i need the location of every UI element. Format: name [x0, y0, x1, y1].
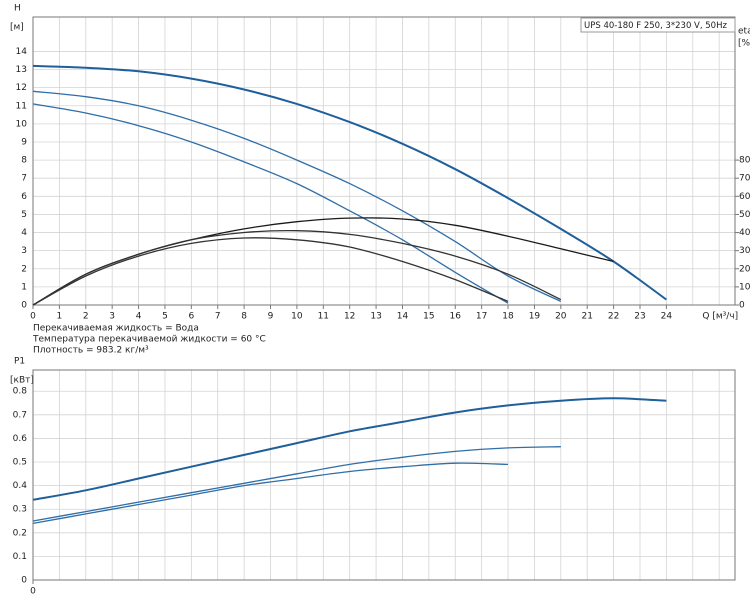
note: Плотность = 983.2 кг/м³	[33, 346, 149, 356]
curve	[32, 229, 562, 306]
y-tick-label: 0.2	[13, 528, 27, 538]
x-tick-label: 11	[318, 312, 329, 322]
x-tick-label: 17	[476, 312, 487, 322]
y-tick-label: 12	[16, 83, 27, 93]
x-tick-label: 0	[30, 587, 36, 597]
x-tick-label: 21	[581, 312, 592, 322]
y-tick-label: 0	[21, 576, 27, 586]
plot-frame	[32, 16, 736, 306]
x-tick-label: 16	[450, 312, 462, 322]
y-tick-label: 4	[21, 228, 27, 238]
y-axis-unit: [кВт]	[10, 376, 34, 386]
x-tick-label: 19	[529, 312, 541, 322]
curve	[32, 446, 561, 522]
y-tick-label: 6	[21, 192, 27, 202]
y-tick-label: 5	[21, 210, 27, 220]
y-tick-label: 11	[16, 101, 27, 111]
y-tick-label: 0.4	[13, 481, 28, 491]
y-tick-label: 0.6	[13, 434, 28, 444]
x-tick-label: 24	[661, 312, 673, 322]
curve	[32, 462, 509, 525]
y-tick-label: 3	[21, 246, 27, 256]
performance-chart: 0 1 2 3 4 5 6 7 8 9 10 11 12 13 14 15 16 17 18 19 20 21 22 23 24…	[10, 4, 750, 356]
x-tick-label: 3	[109, 312, 115, 322]
y2-axis-unit: [%]	[738, 39, 750, 49]
curve	[32, 237, 509, 306]
x-axis-label: Q [м³/ч]	[702, 312, 738, 322]
y-tick-label: 0.1	[13, 552, 27, 562]
y-tick-label: 0.5	[13, 458, 27, 468]
y-tick-label: 13	[16, 65, 27, 75]
x-tick-label: 14	[397, 312, 409, 322]
x-tick-label: 2	[83, 312, 89, 322]
x-tick-label: 6	[188, 312, 194, 322]
y-tick-label: 0.8	[13, 387, 28, 397]
y2-axis-label: eta	[738, 27, 750, 37]
curve	[32, 90, 562, 302]
x-tick-label: 15	[423, 312, 434, 322]
x-tick-label: 13	[370, 312, 381, 322]
y2-tick-label: 30	[739, 246, 750, 256]
x-tick-label: 4	[136, 312, 142, 322]
x-tick-label: 0	[30, 312, 36, 322]
x-tick-label: 20	[555, 312, 567, 322]
y2-tick-label: 70	[739, 174, 750, 184]
x-tick-label: 8	[241, 312, 247, 322]
x-tick-label: 7	[215, 312, 221, 322]
y-tick-label: 7	[21, 174, 27, 184]
x-tick-label: 23	[634, 312, 645, 322]
y-tick-label: 0	[21, 301, 27, 311]
y-tick-label: 2	[21, 264, 27, 274]
curve	[32, 64, 667, 301]
note: Температура перекачиваемой жидкости = 60…	[32, 335, 266, 345]
y-tick-label: 14	[16, 47, 28, 57]
x-tick-label: 10	[291, 312, 303, 322]
curve	[32, 397, 667, 501]
y-tick-label: 0.7	[13, 410, 27, 420]
x-tick-label: 9	[268, 312, 274, 322]
y-tick-label: 8	[21, 156, 27, 166]
y-axis-unit: [м]	[10, 23, 24, 33]
y2-tick-label: 0	[739, 301, 745, 311]
y2-tick-label: 50	[739, 210, 750, 220]
x-tick-label: 12	[344, 312, 355, 322]
plot-frame	[32, 369, 736, 581]
y-tick-label: 1	[21, 282, 27, 292]
y2-tick-label: 20	[739, 264, 750, 274]
y-tick-label: 9	[21, 137, 27, 147]
legend-title: UPS 40-180 F 250, 3*230 V, 50Hz	[584, 21, 727, 31]
x-tick-label: 18	[502, 312, 514, 322]
x-tick-label: 5	[162, 312, 168, 322]
y2-tick-label: 60	[739, 192, 750, 202]
legend-box	[580, 17, 736, 33]
y-axis-label: H	[14, 4, 21, 14]
curve	[32, 103, 509, 304]
y-axis-label: P1	[14, 357, 25, 367]
y-tick-label: 10	[16, 119, 28, 129]
y2-tick-label: 40	[739, 228, 750, 238]
power-chart: 00 0.1 0.2 0.3 0.4 0.5 0.6 0.7 0.8 P1 [кВт]	[10, 357, 736, 597]
note: Перекачиваемая жидкость = Вода	[33, 324, 199, 334]
x-tick-label: 22	[608, 312, 619, 322]
x-tick-label: 1	[57, 312, 63, 322]
y2-tick-label: 80	[739, 156, 750, 166]
y2-tick-label: 10	[739, 282, 750, 292]
y-tick-label: 0.3	[13, 505, 27, 515]
